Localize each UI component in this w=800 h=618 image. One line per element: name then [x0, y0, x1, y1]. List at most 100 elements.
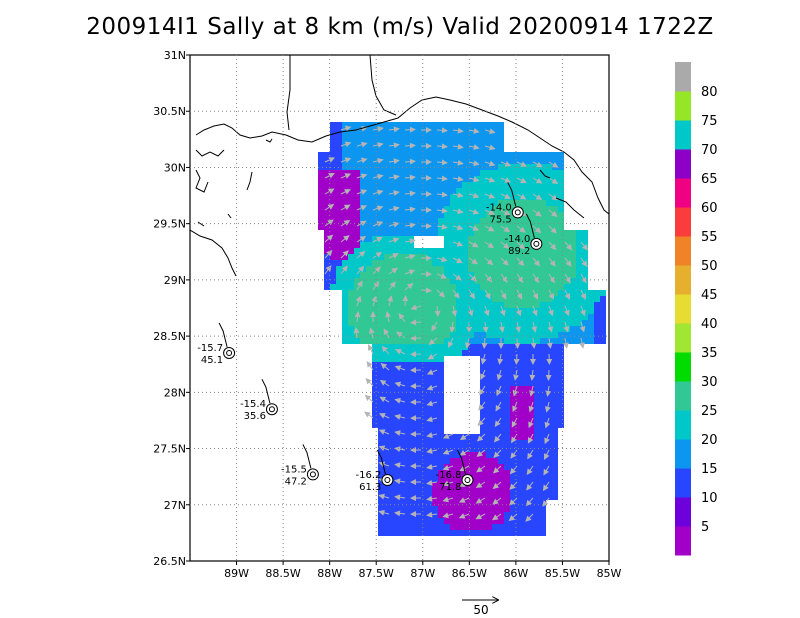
wind-vector — [396, 331, 406, 339]
wind-cell — [390, 398, 396, 404]
wind-cell — [414, 140, 420, 146]
wind-cell — [408, 518, 414, 524]
wind-cell — [462, 290, 468, 296]
wind-vector — [500, 161, 512, 167]
wind-cell — [534, 368, 540, 374]
wind-cell — [528, 512, 534, 518]
wind-vector — [482, 321, 489, 333]
wind-cell — [498, 182, 504, 188]
wind-cell — [600, 332, 606, 338]
station-circle-icon — [381, 474, 394, 487]
wind-vector — [452, 175, 464, 182]
wind-cell — [498, 440, 504, 446]
wind-cell — [426, 470, 432, 476]
wind-cell — [402, 356, 408, 362]
wind-cell — [450, 290, 456, 296]
wind-cell — [330, 278, 336, 284]
wind-cell — [438, 452, 444, 458]
wind-vector — [544, 449, 550, 460]
wind-cell — [474, 464, 480, 470]
wind-barb-icon — [218, 322, 228, 348]
wind-cell — [480, 380, 486, 386]
wind-cell — [384, 458, 390, 464]
wind-cell — [402, 314, 408, 320]
wind-vector — [562, 337, 569, 349]
wind-cell — [408, 356, 414, 362]
wind-cell — [528, 218, 534, 224]
wind-cell — [456, 188, 462, 194]
wind-cell — [408, 230, 414, 236]
wind-cell — [420, 362, 426, 368]
station-circle-icon — [306, 468, 319, 481]
wind-cell — [480, 266, 486, 272]
wind-cell — [480, 290, 486, 296]
wind-cell — [432, 302, 438, 308]
wind-cell — [516, 476, 522, 482]
wind-cell — [534, 440, 540, 446]
wind-cell — [576, 308, 582, 314]
wind-cell — [432, 464, 438, 470]
wind-cell — [408, 374, 414, 380]
wind-cell — [408, 122, 414, 128]
wind-cell — [468, 218, 474, 224]
wind-cell — [504, 482, 510, 488]
wind-cell — [402, 392, 408, 398]
wind-cell — [456, 530, 462, 536]
wind-cell — [348, 290, 354, 296]
wind-cell — [414, 380, 420, 386]
wind-cell — [378, 230, 384, 236]
wind-cell — [546, 488, 552, 494]
wind-cell — [510, 338, 516, 344]
wind-cell — [498, 170, 504, 176]
wind-cell — [462, 176, 468, 182]
wind-cell — [330, 260, 336, 266]
wind-vector — [528, 401, 535, 413]
wind-cell — [390, 344, 396, 350]
wind-vector — [546, 337, 553, 349]
wind-cell — [552, 368, 558, 374]
wind-cell — [486, 212, 492, 218]
wind-cell — [444, 506, 450, 512]
wind-cell — [354, 200, 360, 206]
wind-cell — [324, 176, 330, 182]
wind-cell — [522, 458, 528, 464]
wind-vector — [548, 273, 555, 284]
wind-vector — [356, 265, 365, 275]
wind-cell — [384, 206, 390, 212]
wind-cell — [492, 506, 498, 512]
wind-cell — [480, 476, 486, 482]
wind-cell — [504, 344, 510, 350]
wind-cell — [408, 338, 414, 344]
wind-cell — [396, 122, 402, 128]
wind-cell — [474, 524, 480, 530]
wind-cell — [432, 320, 438, 326]
wind-cell — [576, 272, 582, 278]
wind-cell — [552, 320, 558, 326]
wind-cell — [390, 308, 396, 314]
wind-cell — [438, 194, 444, 200]
wind-cell — [396, 500, 402, 506]
wind-cell — [546, 260, 552, 266]
wind-cell — [414, 452, 420, 458]
wind-cell — [378, 314, 384, 320]
wind-cell — [480, 482, 486, 488]
wind-cell — [540, 518, 546, 524]
wind-cell — [354, 236, 360, 242]
wind-cell — [414, 128, 420, 134]
wind-cell — [474, 236, 480, 242]
wind-vector — [442, 433, 454, 439]
wind-cell — [360, 308, 366, 314]
wind-cell — [390, 320, 396, 326]
wind-vector — [356, 189, 368, 195]
wind-cell — [462, 158, 468, 164]
wind-cell — [486, 140, 492, 146]
wind-vector — [475, 497, 486, 504]
wind-cell — [360, 242, 366, 248]
wind-cell — [492, 134, 498, 140]
wind-cell — [534, 500, 540, 506]
wind-cell — [528, 206, 534, 212]
wind-vector — [459, 433, 470, 441]
wind-cell — [486, 410, 492, 416]
wind-cell — [468, 236, 474, 242]
wind-cell — [522, 428, 528, 434]
